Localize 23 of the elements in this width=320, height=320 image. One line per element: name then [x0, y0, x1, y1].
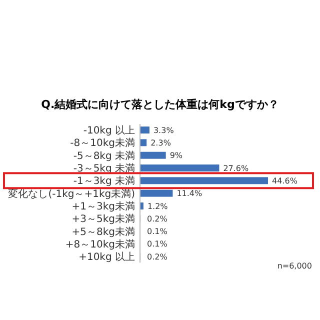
y-tick-label: -8～10kg未満	[70, 137, 135, 150]
text: n=6,000	[277, 262, 312, 271]
y-tick-label: +8～10kg未満	[65, 238, 135, 250]
y-tick-label: +10kg 以上	[78, 251, 135, 264]
data-label: 27.6%	[223, 164, 250, 173]
data-label: 2.3%	[150, 138, 172, 148]
y-tick-label: 変化なし(-1kg～+1kg未満)	[8, 188, 136, 200]
y-tick-label: +1～3kg未満	[72, 200, 135, 212]
data-label: 3.3%	[153, 126, 174, 135]
y-tick-label: -10kg 以上	[83, 124, 135, 137]
chart-title: Q.結婚式に向けて落とした体重は何kgですか？	[41, 98, 279, 111]
data-label: 11.4%	[176, 189, 203, 198]
y-tick-label: +3～5kg未満	[72, 213, 135, 226]
y-tick-label: -1～3kg 未満	[73, 175, 135, 188]
data-label: 1.2%	[147, 202, 168, 211]
data-label: 9%	[170, 151, 183, 160]
data-label: 0.1%	[147, 227, 168, 236]
data-label: 0.2%	[147, 214, 168, 224]
data-label: 0.1%	[147, 240, 168, 249]
y-tick-label: -5～8kg 未満	[73, 150, 135, 162]
data-label: 0.2%	[147, 252, 168, 262]
data-label: 44.6%	[272, 176, 298, 186]
y-tick-label: +5～8kg未満	[72, 226, 135, 238]
